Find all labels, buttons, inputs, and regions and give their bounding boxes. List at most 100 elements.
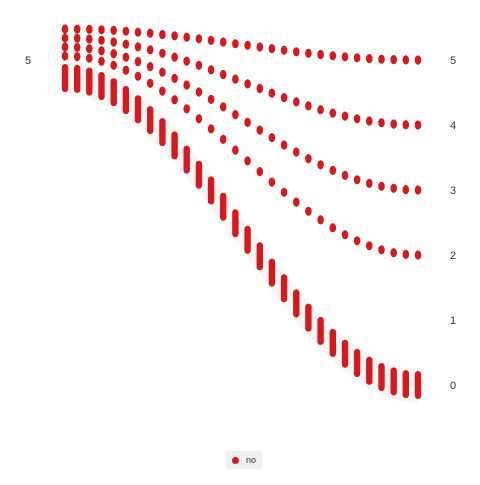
data-point[interactable] [268, 258, 276, 287]
data-point[interactable] [293, 97, 300, 107]
data-point[interactable] [98, 25, 105, 35]
data-point[interactable] [74, 64, 81, 93]
data-point[interactable] [378, 54, 385, 64]
data-point[interactable] [159, 67, 166, 77]
data-point[interactable] [353, 349, 361, 377]
data-point[interactable] [171, 95, 178, 105]
data-point[interactable] [414, 120, 422, 130]
data-point[interactable] [134, 95, 142, 124]
data-point[interactable] [366, 116, 373, 126]
data-point[interactable] [110, 49, 117, 59]
data-point[interactable] [280, 45, 288, 55]
data-point[interactable] [98, 46, 105, 56]
data-point[interactable] [159, 29, 166, 40]
data-point[interactable] [73, 52, 81, 62]
data-point[interactable] [110, 78, 117, 107]
data-point[interactable] [134, 57, 142, 67]
data-point[interactable] [366, 241, 373, 251]
data-point[interactable] [73, 33, 81, 43]
data-point[interactable] [122, 65, 130, 75]
data-point[interactable] [73, 42, 81, 53]
data-point[interactable] [219, 134, 227, 144]
data-point[interactable] [146, 62, 154, 72]
data-point[interactable] [341, 111, 349, 121]
data-point[interactable] [305, 206, 312, 216]
data-point[interactable] [159, 48, 166, 58]
data-point[interactable] [183, 32, 190, 42]
data-point[interactable] [195, 160, 203, 189]
data-point[interactable] [329, 223, 337, 233]
data-point[interactable] [86, 24, 93, 34]
data-point[interactable] [353, 236, 361, 246]
data-point[interactable] [293, 47, 300, 57]
data-point[interactable] [171, 131, 178, 160]
data-point[interactable] [256, 83, 264, 94]
data-point[interactable] [122, 52, 130, 62]
data-point[interactable] [378, 363, 385, 391]
data-point[interactable] [390, 248, 398, 258]
data-point[interactable] [305, 303, 312, 332]
data-point[interactable] [219, 102, 227, 112]
data-point[interactable] [220, 192, 227, 221]
data-point[interactable] [232, 39, 239, 49]
data-point[interactable] [86, 67, 93, 96]
data-point[interactable] [293, 147, 300, 157]
data-point[interactable] [402, 370, 409, 399]
data-point[interactable] [207, 94, 215, 104]
data-point[interactable] [256, 167, 264, 177]
data-point[interactable] [317, 49, 324, 60]
data-point[interactable] [232, 110, 239, 120]
data-point[interactable] [414, 55, 422, 65]
data-point[interactable] [317, 160, 324, 170]
data-point[interactable] [305, 48, 312, 58]
data-point[interactable] [366, 178, 373, 188]
data-point[interactable] [256, 42, 264, 52]
data-point[interactable] [353, 53, 361, 63]
data-point[interactable] [390, 183, 398, 193]
data-point[interactable] [414, 371, 422, 399]
data-point[interactable] [402, 185, 410, 195]
data-point[interactable] [61, 51, 69, 61]
data-point[interactable] [86, 34, 93, 44]
data-point[interactable] [98, 35, 105, 45]
data-point[interactable] [171, 31, 178, 41]
data-point[interactable] [414, 250, 422, 260]
data-point[interactable] [329, 108, 337, 118]
data-point[interactable] [366, 54, 373, 64]
data-point[interactable] [207, 65, 215, 75]
data-point[interactable] [146, 45, 154, 55]
data-point[interactable] [402, 249, 410, 259]
data-point[interactable] [134, 71, 142, 81]
data-point[interactable] [232, 145, 239, 155]
data-point[interactable] [86, 44, 93, 54]
data-point[interactable] [86, 53, 93, 63]
data-point[interactable] [317, 215, 324, 225]
data-point[interactable] [244, 40, 251, 50]
data-point[interactable] [341, 339, 349, 368]
data-point[interactable] [61, 64, 69, 92]
data-point[interactable] [110, 25, 117, 35]
data-point[interactable] [353, 114, 361, 124]
data-point[interactable] [293, 197, 300, 207]
data-point[interactable] [146, 28, 154, 38]
data-point[interactable] [232, 74, 239, 84]
data-point[interactable] [390, 367, 397, 396]
data-point[interactable] [183, 145, 190, 174]
data-point[interactable] [268, 88, 276, 98]
data-point[interactable] [207, 35, 215, 46]
data-point[interactable] [195, 34, 203, 44]
data-point[interactable] [305, 101, 312, 111]
data-point[interactable] [256, 242, 263, 271]
data-point[interactable] [341, 230, 349, 240]
data-point[interactable] [293, 289, 300, 318]
data-point[interactable] [195, 60, 203, 70]
data-point[interactable] [402, 120, 410, 130]
data-point[interactable] [146, 78, 154, 88]
data-point[interactable] [329, 328, 336, 357]
data-point[interactable] [147, 106, 154, 135]
data-point[interactable] [329, 165, 337, 175]
data-point[interactable] [207, 176, 215, 205]
data-point[interactable] [305, 154, 312, 164]
data-point[interactable] [195, 87, 203, 97]
data-point[interactable] [390, 119, 398, 129]
